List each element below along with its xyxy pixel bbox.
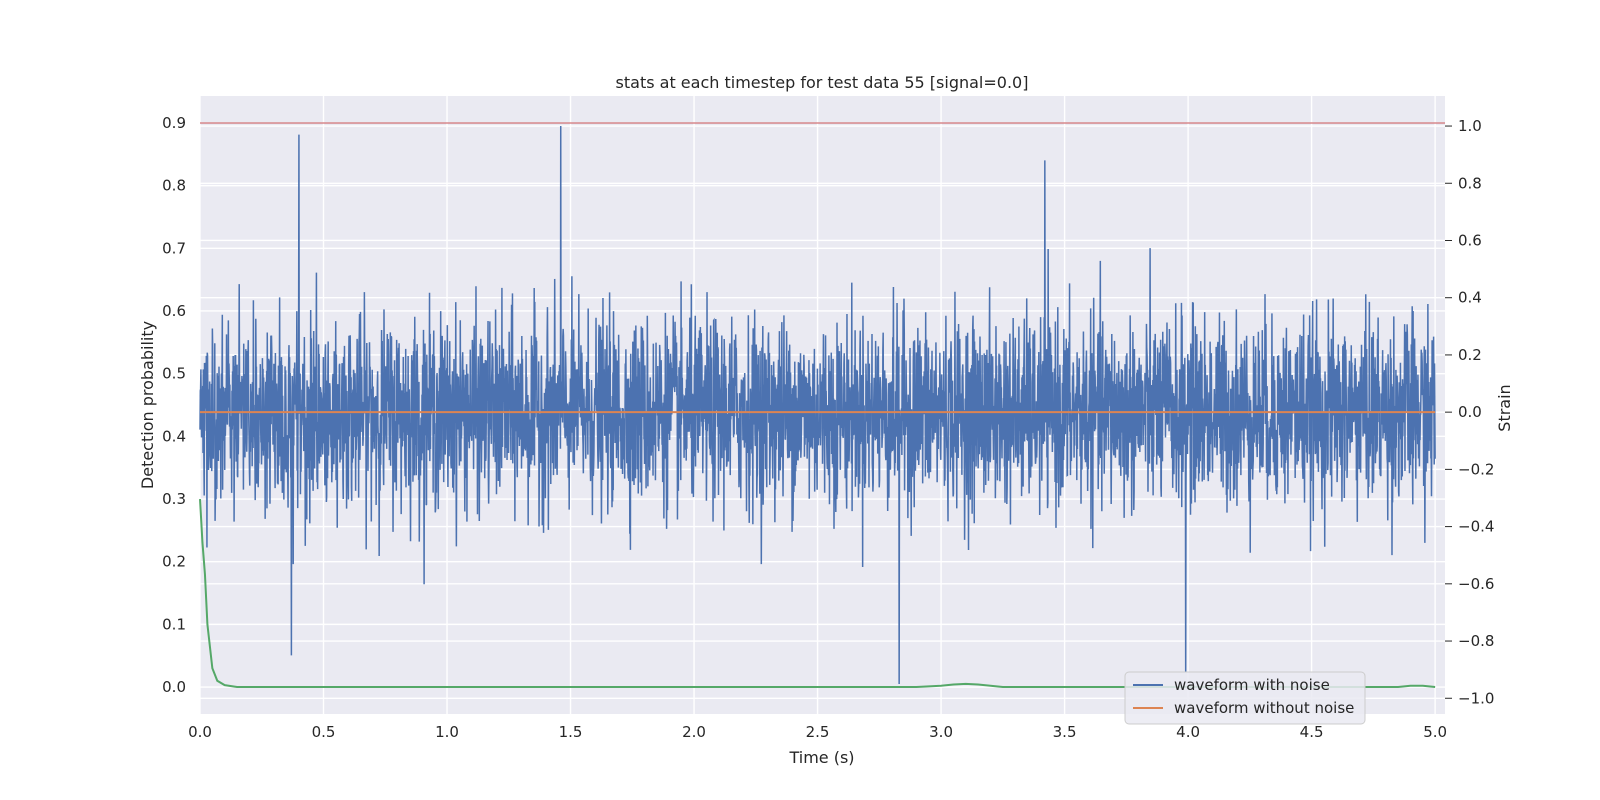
y2-tick-label: −1.0 — [1458, 689, 1494, 707]
y-tick-label: 0.7 — [162, 239, 186, 257]
x-tick-label: 4.0 — [1176, 723, 1200, 741]
y2-tick-label: 0.0 — [1458, 403, 1482, 421]
y2-tick-label: 0.2 — [1458, 346, 1482, 364]
x-tick-label: 3.0 — [929, 723, 953, 741]
y-tick-label: 0.3 — [162, 490, 186, 508]
x-tick-label: 1.0 — [435, 723, 459, 741]
y2-tick-label: −0.2 — [1458, 460, 1494, 478]
y2-tick-label: −0.8 — [1458, 632, 1494, 650]
series-detection-probability — [199, 498, 1436, 689]
y2-tick-label: 0.6 — [1458, 231, 1482, 249]
x-tick-label: 2.0 — [682, 723, 706, 741]
series-waveform-with-noise — [199, 126, 1436, 684]
y-tick-label: 0.1 — [162, 615, 186, 633]
x-tick-label: 3.5 — [1053, 723, 1077, 741]
legend-label-with-noise: waveform with noise — [1174, 676, 1330, 694]
x-tick-label: 5.0 — [1423, 723, 1447, 741]
y-tick-label: 0.8 — [162, 177, 186, 195]
x-axis-label: Time (s) — [788, 748, 854, 767]
y-tick-label: 0.6 — [162, 302, 186, 320]
ticks: 0.0 0.5 1.0 1.5 2.0 2.5 3.0 3.5 4.0 4.5 5.0 0.0 0.1 0… — [162, 114, 1494, 741]
y-tick-label: 0.9 — [162, 114, 186, 132]
series-layer — [199, 122, 1445, 689]
y2-tick-label: 1.0 — [1458, 117, 1482, 135]
y2-tick-label: −0.4 — [1458, 518, 1494, 536]
x-tick-label: 4.5 — [1300, 723, 1324, 741]
y-tick-label: 0.0 — [162, 678, 186, 696]
y2-tick-label: 0.4 — [1458, 289, 1482, 307]
y-tick-label: 0.4 — [162, 427, 186, 445]
legend: waveform with noise waveform without noi… — [1124, 671, 1366, 725]
y-tick-label: 0.2 — [162, 553, 186, 571]
x-tick-label: 1.5 — [559, 723, 583, 741]
chart-title: stats at each timestep for test data 55 … — [616, 73, 1029, 92]
y2-tick-label: −0.6 — [1458, 575, 1494, 593]
legend-label-without-noise: waveform without noise — [1174, 699, 1354, 717]
x-tick-label: 2.5 — [806, 723, 830, 741]
y-axis-label: Detection probability — [138, 321, 157, 489]
legend-box — [1124, 671, 1366, 725]
y-tick-label: 0.5 — [162, 365, 186, 383]
x-tick-label: 0.5 — [312, 723, 336, 741]
y2-axis-label: Strain — [1495, 384, 1514, 431]
x-tick-label: 0.0 — [188, 723, 212, 741]
y2-tick-label: 0.8 — [1458, 174, 1482, 192]
